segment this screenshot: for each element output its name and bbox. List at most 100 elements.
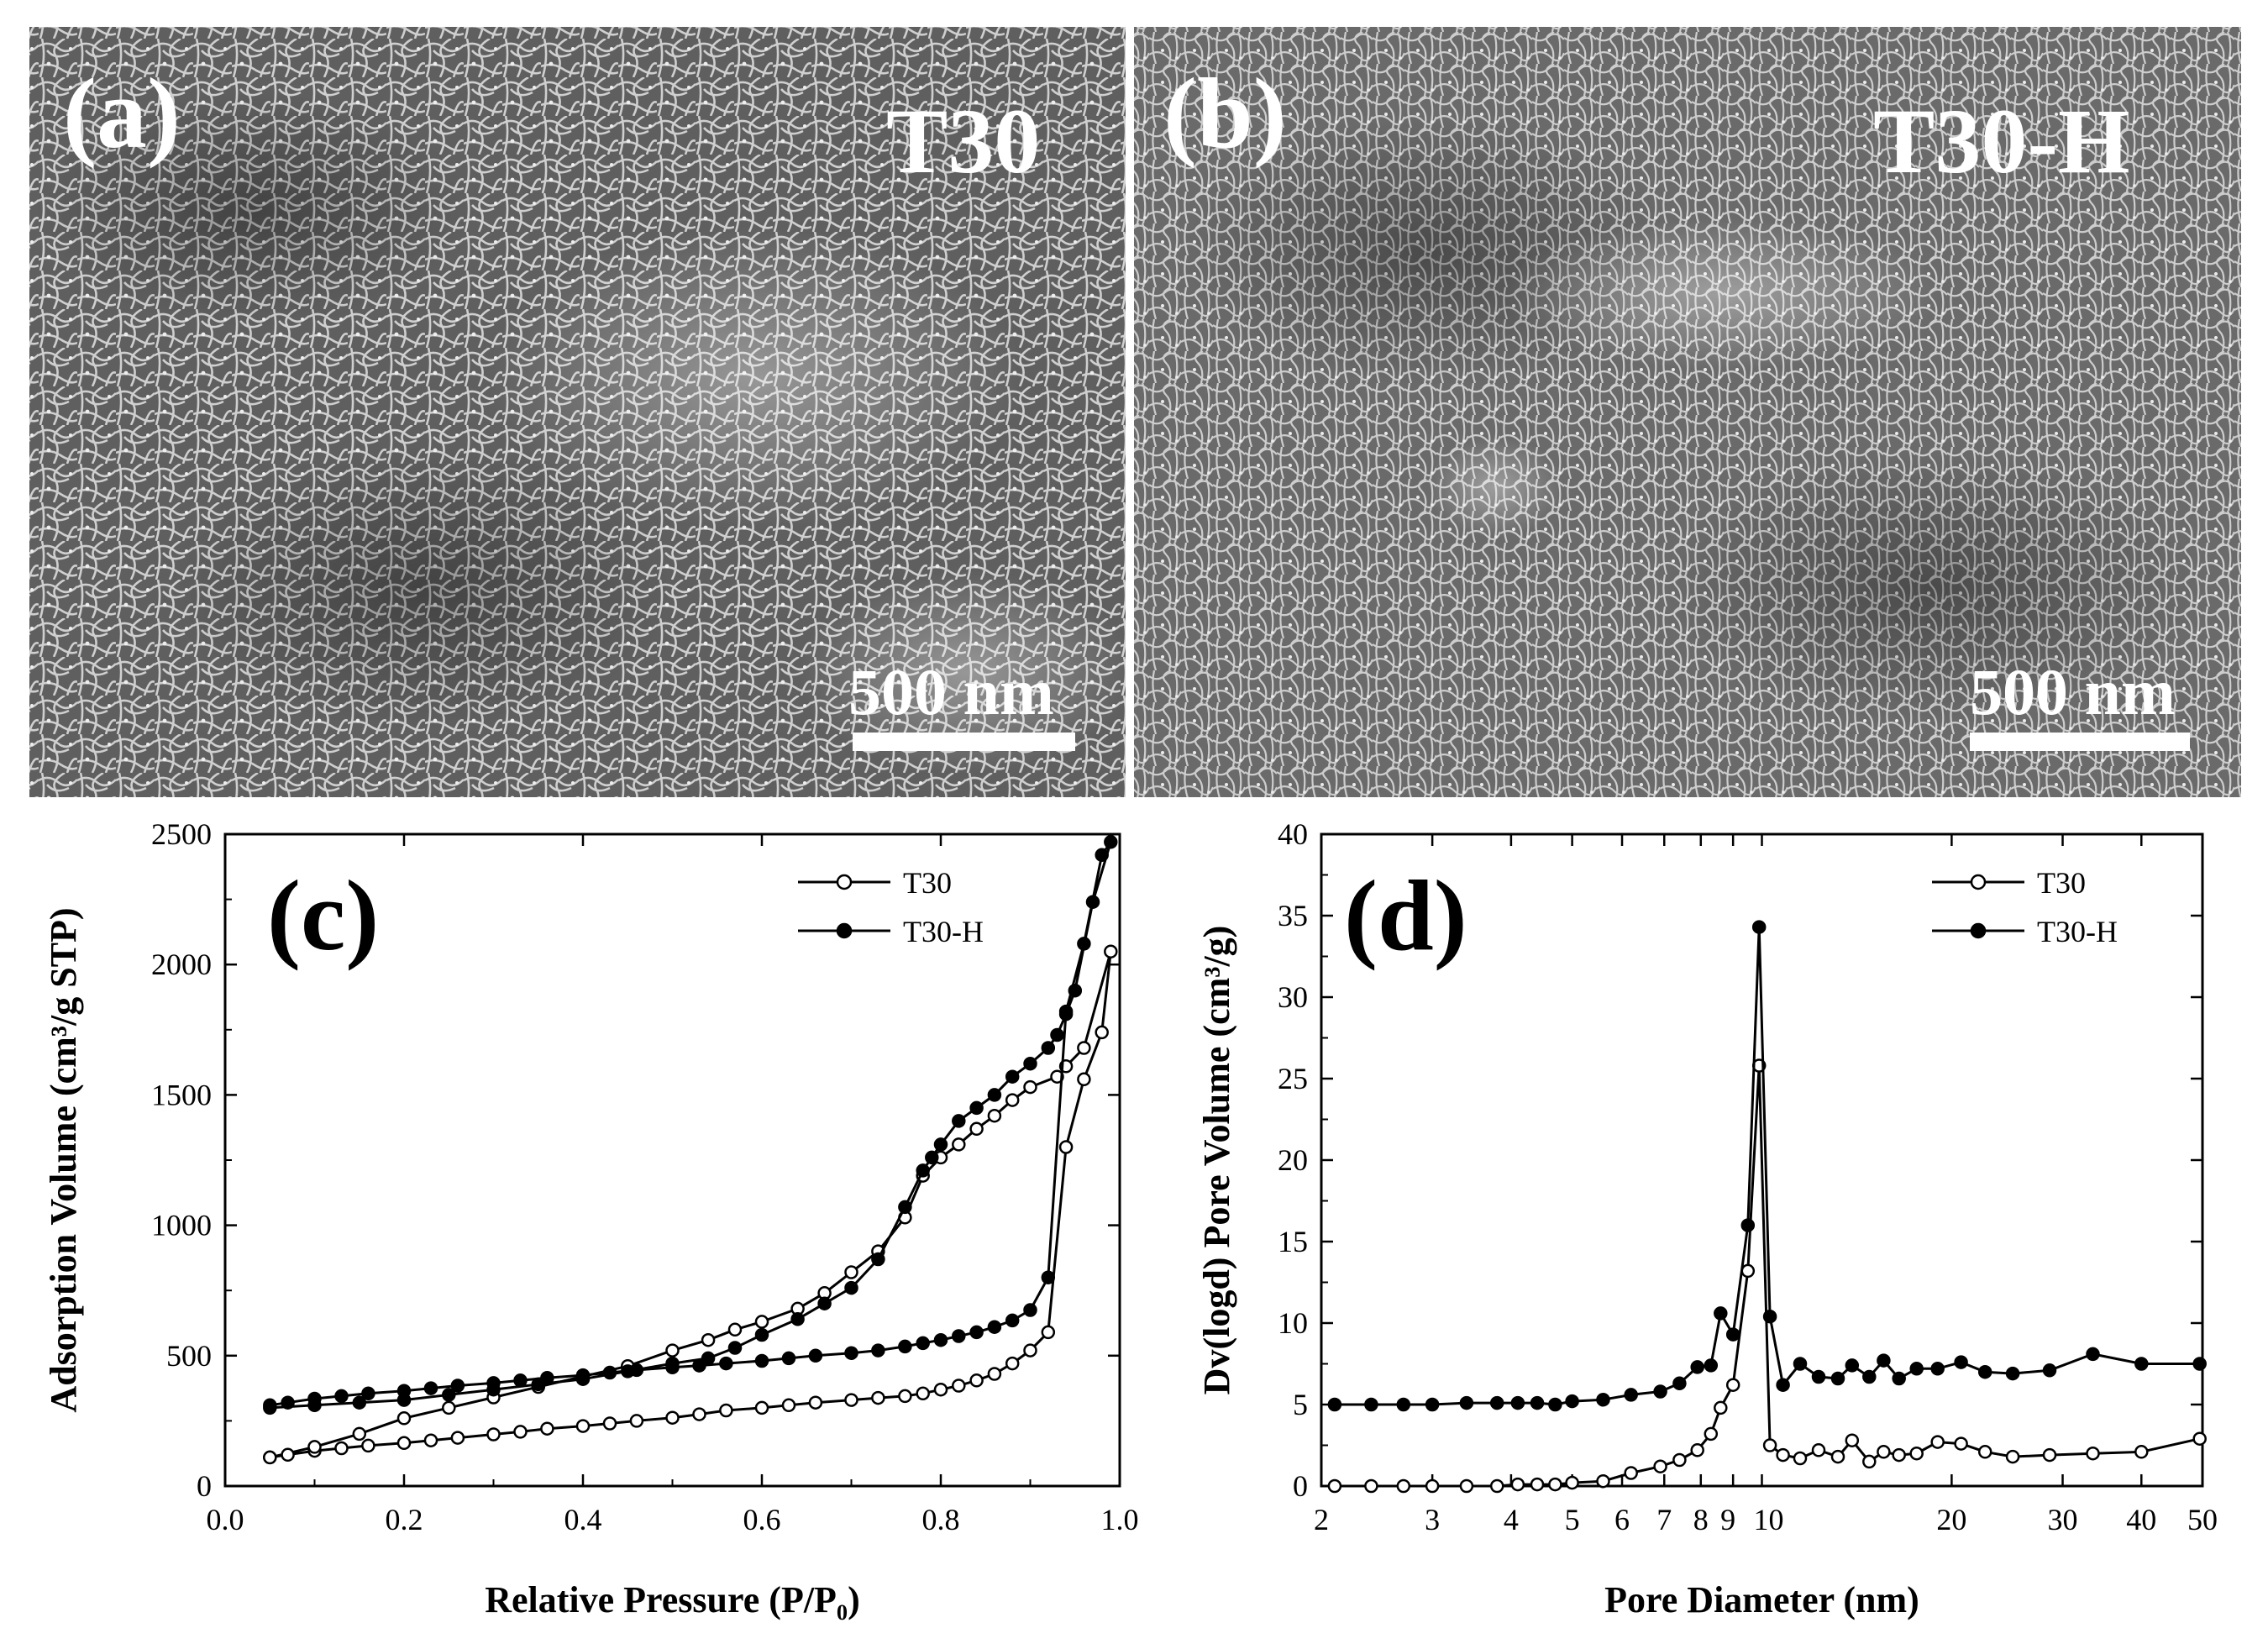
data-point bbox=[1725, 1378, 1740, 1392]
data-point bbox=[1005, 1356, 1020, 1371]
sem-panel-letter-a: (a) bbox=[63, 57, 181, 169]
data-point bbox=[808, 1348, 823, 1363]
data-point bbox=[1811, 1369, 1826, 1384]
data-point bbox=[450, 1379, 465, 1393]
data-point bbox=[1704, 1358, 1719, 1373]
data-point bbox=[1104, 944, 1118, 958]
data-point bbox=[1892, 1447, 1906, 1463]
y-tick-label: 15 bbox=[1278, 1225, 1308, 1258]
sem-scale-label-a: 500 nm bbox=[848, 655, 1054, 728]
data-point bbox=[987, 1108, 1002, 1123]
data-point bbox=[1977, 1445, 1992, 1459]
data-point bbox=[1327, 1478, 1342, 1494]
legend-label: T30-H bbox=[2037, 915, 2118, 948]
data-point bbox=[987, 1320, 1002, 1334]
data-point bbox=[987, 1088, 1002, 1102]
series-line-t30-h bbox=[270, 840, 1112, 1410]
sem-image-a: (a) T30 500 nm bbox=[29, 27, 1134, 797]
data-point bbox=[602, 1365, 617, 1380]
legend-label: T30-H bbox=[903, 915, 984, 948]
data-point bbox=[1762, 1438, 1777, 1452]
data-point bbox=[361, 1438, 375, 1453]
data-point bbox=[1596, 1392, 1610, 1407]
x-tick-label: 20 bbox=[1936, 1503, 1966, 1536]
data-point bbox=[1396, 1397, 1411, 1412]
x-tick-label: 40 bbox=[2126, 1503, 2156, 1536]
x-tick-label: 0.4 bbox=[564, 1503, 602, 1536]
y-tick-label: 1500 bbox=[151, 1078, 212, 1111]
data-point bbox=[1762, 1309, 1777, 1324]
data-point bbox=[952, 1379, 966, 1393]
data-point bbox=[1548, 1397, 1562, 1412]
x-tick-label: 10 bbox=[1754, 1503, 1784, 1536]
data-point bbox=[871, 1252, 885, 1267]
data-point bbox=[281, 1447, 295, 1463]
data-point bbox=[2192, 1357, 2207, 1371]
x-tick-label: 0.8 bbox=[922, 1503, 960, 1536]
data-point bbox=[2134, 1357, 2149, 1371]
y-tick-label: 10 bbox=[1278, 1306, 1308, 1340]
data-point bbox=[1077, 1041, 1091, 1055]
x-tick-label: 0.2 bbox=[386, 1503, 423, 1536]
data-point bbox=[1725, 1327, 1740, 1342]
data-point bbox=[1892, 1371, 1906, 1386]
data-point bbox=[692, 1407, 706, 1421]
data-point bbox=[1023, 1343, 1037, 1358]
data-point bbox=[844, 1265, 858, 1279]
x-tick-label: 5 bbox=[1565, 1503, 1580, 1536]
data-point bbox=[952, 1137, 966, 1152]
data-point bbox=[781, 1398, 796, 1413]
data-point bbox=[1085, 895, 1100, 909]
data-point bbox=[916, 1386, 930, 1401]
x-tick-label: 3 bbox=[1425, 1503, 1440, 1536]
data-point bbox=[1690, 1360, 1704, 1374]
data-point bbox=[692, 1358, 706, 1373]
data-point bbox=[540, 1421, 554, 1436]
data-point bbox=[1845, 1358, 1860, 1373]
data-point bbox=[916, 1336, 930, 1351]
y-axis-title: Adsorption Volume (cm³/g STP) bbox=[43, 907, 84, 1412]
y-tick-label: 5 bbox=[1293, 1388, 1308, 1421]
legend-marker bbox=[1970, 922, 1987, 939]
data-point bbox=[1862, 1454, 1877, 1469]
data-point bbox=[916, 1163, 930, 1178]
data-point bbox=[1459, 1395, 1474, 1410]
data-point bbox=[1425, 1478, 1440, 1494]
data-point bbox=[1489, 1395, 1504, 1410]
data-point bbox=[969, 1325, 984, 1340]
data-point bbox=[1041, 1041, 1056, 1055]
data-point bbox=[1530, 1477, 1545, 1492]
data-point bbox=[1930, 1435, 1945, 1449]
data-point bbox=[602, 1416, 617, 1431]
chart-d: 2 3 4 5 6 7 8 9 10 20 30 40 50 0 5 10 15 20 25 30 35 40 Pore D… bbox=[1196, 817, 2218, 1620]
data-point bbox=[1793, 1357, 1808, 1371]
data-point bbox=[486, 1427, 501, 1442]
data-point bbox=[1845, 1433, 1860, 1447]
legend-label: T30 bbox=[2037, 866, 2086, 900]
data-point bbox=[665, 1343, 680, 1358]
data-point bbox=[307, 1398, 322, 1413]
data-point bbox=[952, 1329, 966, 1343]
y-tick-label: 20 bbox=[1278, 1143, 1308, 1177]
data-point bbox=[621, 1364, 635, 1379]
data-point bbox=[898, 1200, 912, 1215]
y-tick-label: 1000 bbox=[151, 1209, 212, 1242]
data-point bbox=[513, 1425, 528, 1439]
data-point bbox=[307, 1440, 322, 1454]
data-point bbox=[1041, 1325, 1056, 1340]
data-point bbox=[1740, 1263, 1756, 1279]
legend-marker bbox=[836, 922, 853, 939]
data-point bbox=[727, 1322, 743, 1337]
data-point bbox=[1041, 1270, 1056, 1284]
data-point bbox=[1005, 1093, 1020, 1107]
data-point bbox=[575, 1372, 591, 1386]
data-point bbox=[1104, 835, 1118, 849]
y-tick-label: 30 bbox=[1278, 980, 1308, 1014]
x-tick-label: 4 bbox=[1504, 1503, 1519, 1536]
data-point bbox=[871, 1343, 885, 1358]
data-point bbox=[361, 1386, 375, 1401]
sem-panel-letter-b: (b) bbox=[1163, 57, 1287, 169]
y-tick-label: 40 bbox=[1278, 817, 1308, 851]
